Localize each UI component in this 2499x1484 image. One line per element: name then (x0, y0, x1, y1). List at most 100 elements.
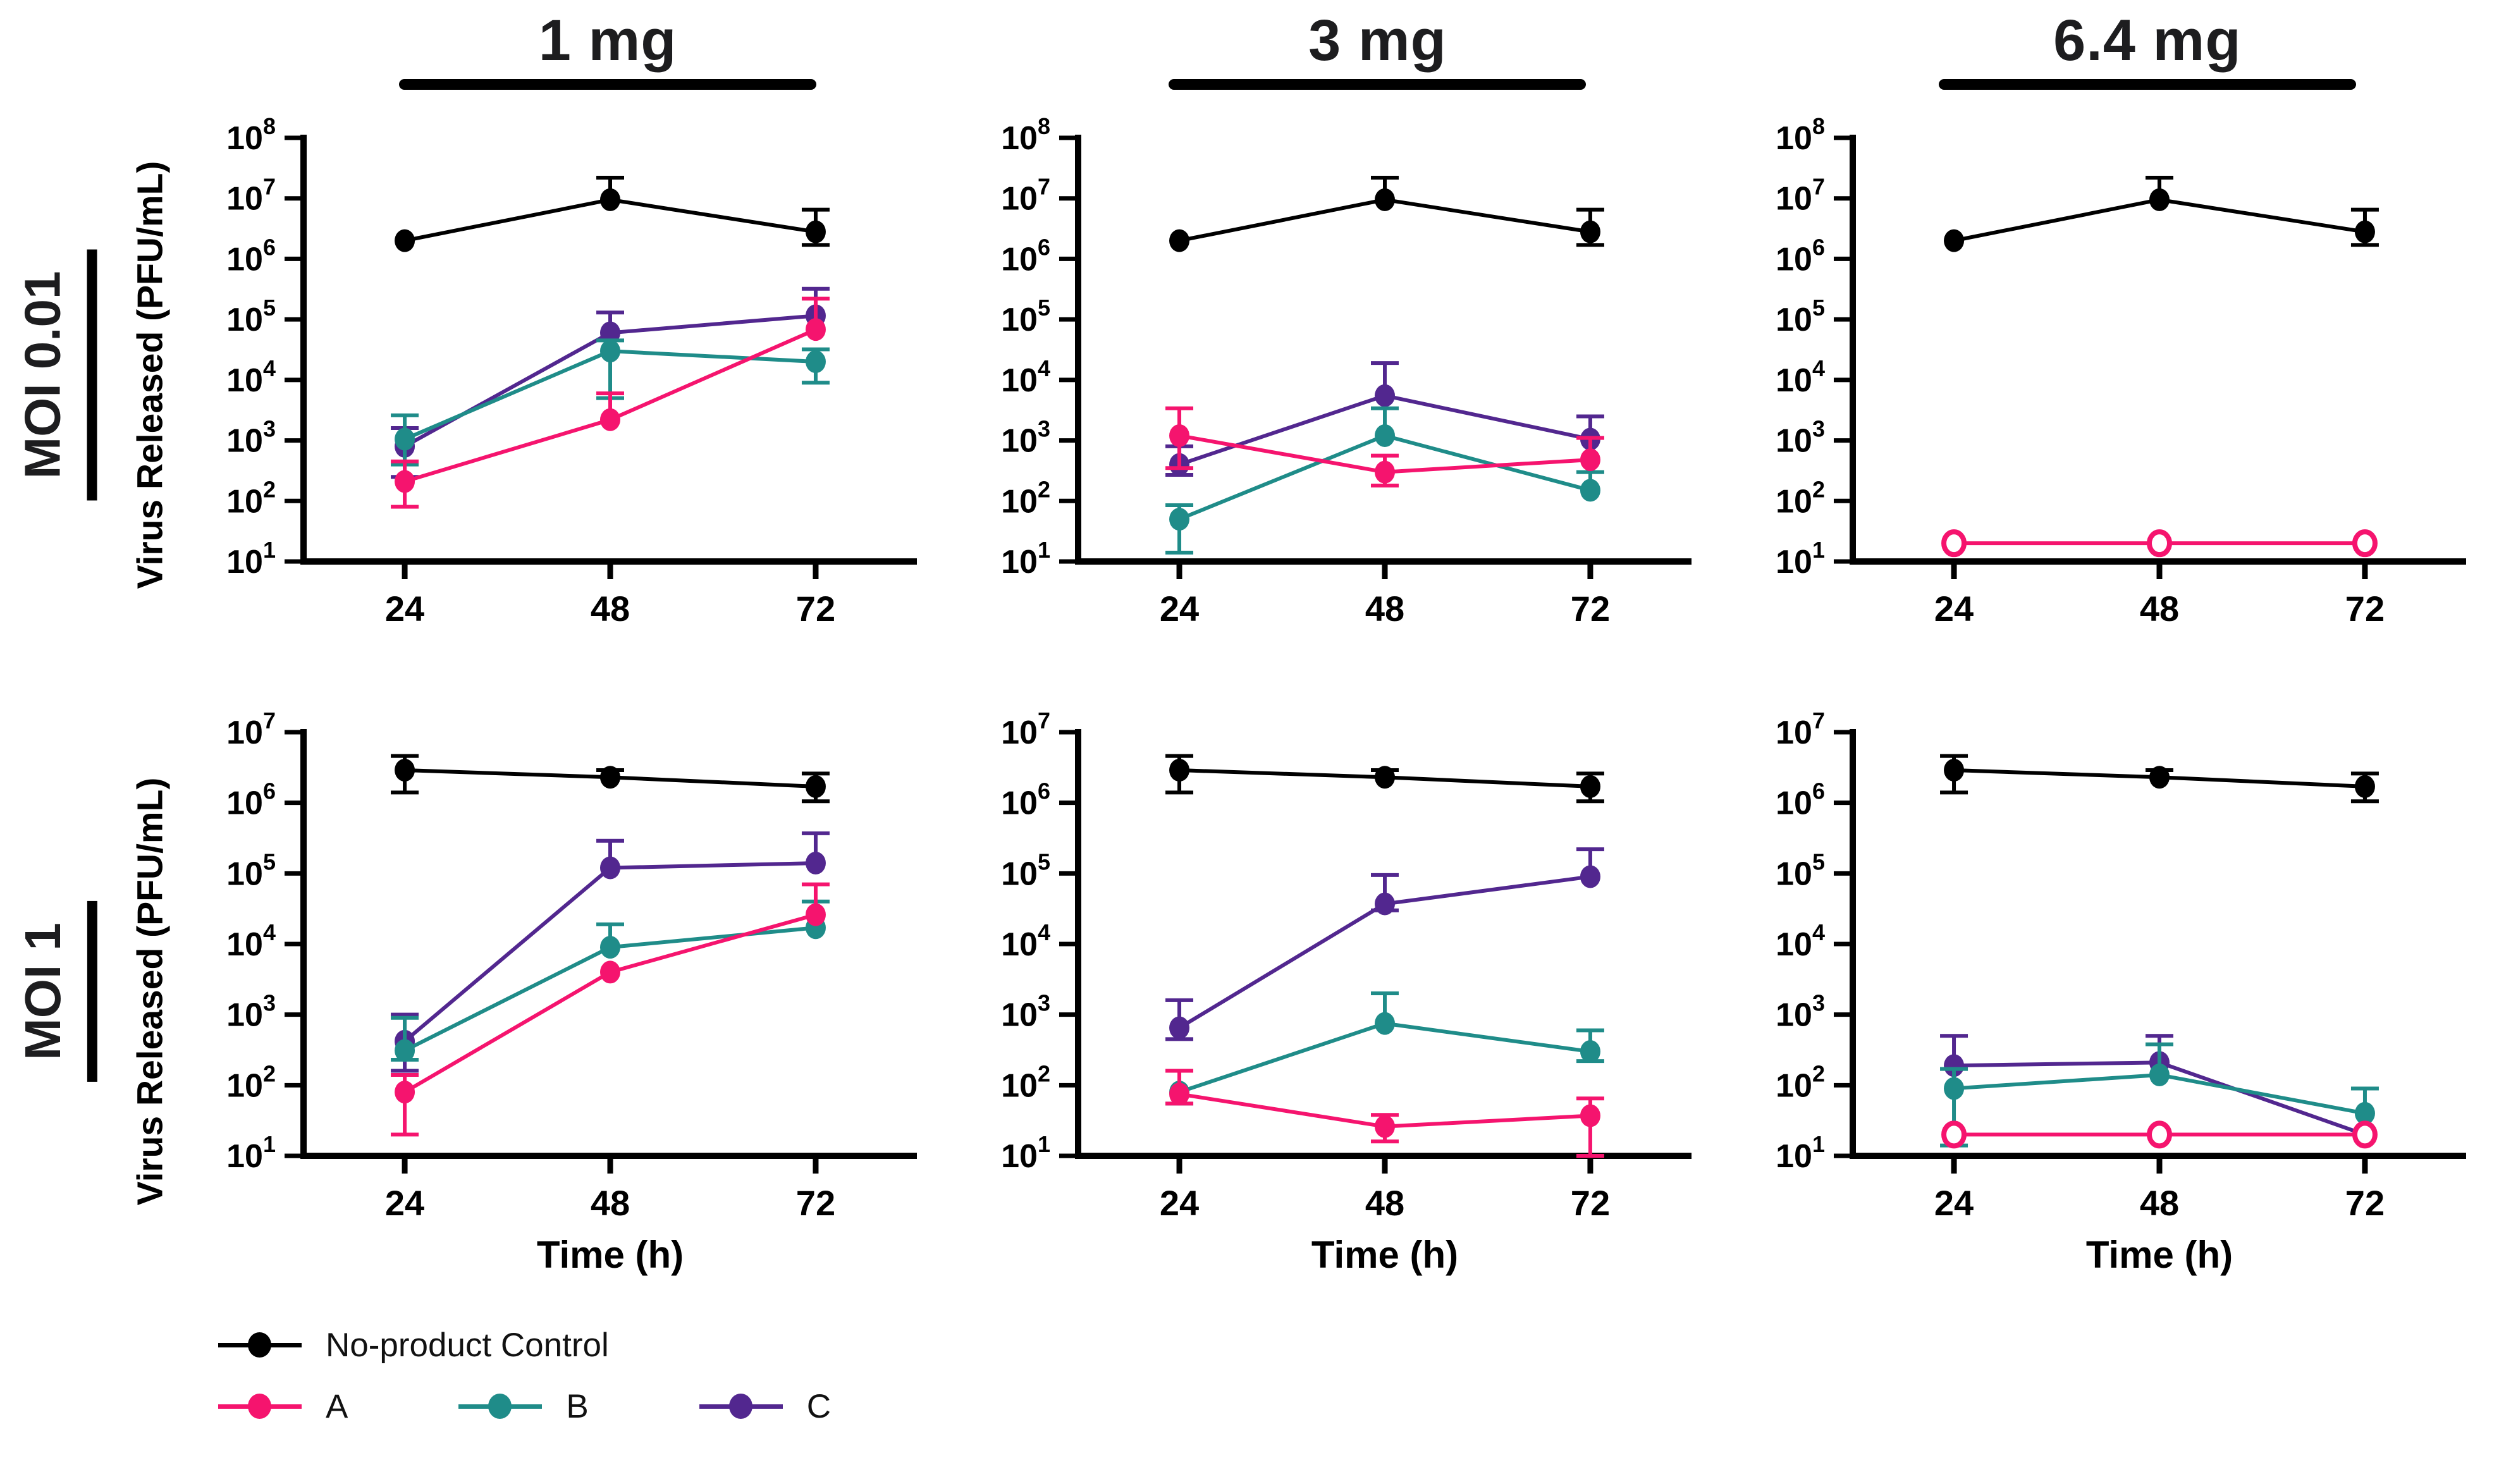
svg-text:106: 106 (1776, 778, 1825, 821)
panel-moi-1-1mg: 101 102 103 104 105 106 107 24 48 72 Time (h) (190, 707, 936, 1277)
svg-text:106: 106 (226, 778, 276, 821)
legend-item-a: A (218, 1387, 348, 1426)
svg-text:105: 105 (1776, 849, 1825, 892)
svg-text:105: 105 (226, 849, 276, 892)
column-title-3mg-inner: 3 mg (1169, 10, 1587, 90)
svg-text:72: 72 (2345, 1183, 2385, 1223)
svg-text:104: 104 (1776, 919, 1825, 963)
ylabel-cell: Virus Released (PFU/mL) (111, 707, 190, 1277)
series-No-product Control (1165, 754, 1604, 803)
chart-moi-0-01-6-4mg: 101 102 103 104 105 106 107 108 24 48 72 (1776, 113, 2466, 629)
svg-text:105: 105 (1776, 295, 1825, 338)
svg-text:102: 102 (1776, 1060, 1825, 1104)
svg-text:24: 24 (1934, 589, 1974, 629)
legend-label: No-product Control (326, 1326, 609, 1364)
axes: 101 102 103 104 105 106 107 24 48 72 (1776, 708, 2466, 1223)
column-title-1mg: 1 mg (190, 10, 931, 90)
marker-dot (248, 1332, 271, 1358)
series-B (1165, 406, 1604, 555)
svg-text:24: 24 (1160, 1183, 1199, 1223)
svg-text:104: 104 (1776, 355, 1825, 398)
svg-text:101: 101 (1776, 537, 1825, 580)
svg-text:106: 106 (1001, 234, 1050, 278)
svg-text:101: 101 (226, 537, 276, 580)
svg-text:104: 104 (226, 919, 276, 963)
column-title-label: 6.4 mg (2053, 8, 2242, 73)
legend-item-b: B (458, 1387, 589, 1426)
svg-text:108: 108 (226, 113, 276, 157)
svg-text:102: 102 (1776, 476, 1825, 520)
title-underline-bar (1169, 78, 1587, 90)
plot-row-moi-0-01: MOI 0.01 Virus Released (PFU/mL) 101 102 1… (0, 113, 2499, 637)
svg-text:48: 48 (591, 589, 630, 629)
axes: 101 102 103 104 105 106 107 24 48 72 (226, 708, 917, 1223)
svg-text:107: 107 (1776, 173, 1825, 217)
axes: 101 102 103 104 105 106 107 108 24 48 72 (226, 113, 917, 629)
svg-text:72: 72 (1571, 589, 1610, 629)
svg-text:48: 48 (2140, 589, 2179, 629)
column-title-label: 1 mg (538, 8, 677, 73)
series-No-product Control (391, 754, 830, 803)
svg-text:103: 103 (1776, 415, 1825, 459)
chart-moi-1-3mg: 101 102 103 104 105 106 107 24 48 72 (1001, 708, 1692, 1223)
panel-moi-1-3mg: 101 102 103 104 105 106 107 24 48 72 Time (h) (964, 707, 1710, 1277)
series-A (391, 882, 830, 1136)
series-B (1940, 1042, 2379, 1148)
svg-text:102: 102 (1001, 1060, 1050, 1104)
series-A (1941, 529, 2378, 557)
series-C (1165, 847, 1604, 1041)
svg-text:107: 107 (1776, 708, 1825, 751)
chart-moi-0-01-1mg: 101 102 103 104 105 106 107 108 24 48 72 (226, 113, 917, 629)
axes: 101 102 103 104 105 106 107 108 24 48 72 (1001, 113, 1692, 629)
svg-text:24: 24 (385, 1183, 424, 1223)
series-A (1941, 1120, 2378, 1148)
svg-text:107: 107 (226, 173, 276, 217)
marker-dot (728, 1394, 752, 1420)
title-underline-bar (1938, 78, 2356, 90)
column-title-1mg-inner: 1 mg (399, 8, 817, 90)
svg-text:104: 104 (226, 355, 276, 398)
column-title-6-4mg-inner: 6.4 mg (1938, 8, 2356, 90)
y-axis-label: Virus Released (PFU/mL) (130, 161, 171, 589)
series-A (1165, 406, 1604, 488)
series-B (391, 338, 830, 467)
row-label-cell: MOI 1 (0, 707, 111, 1277)
svg-text:72: 72 (1571, 1183, 1610, 1223)
svg-text:101: 101 (1001, 537, 1050, 580)
svg-text:48: 48 (1365, 589, 1404, 629)
panel-moi-0-01-1mg: 101 102 103 104 105 106 107 108 24 48 72 (190, 113, 936, 637)
panel-moi-0-01-3mg: 101 102 103 104 105 106 107 108 24 48 72 (964, 113, 1710, 637)
legend-row-control: No-product Control (218, 1326, 2499, 1364)
column-title-3mg: 3 mg (959, 10, 1700, 90)
series-No-product Control (1169, 175, 1604, 252)
row-label-moi-1: MOI 1 (13, 901, 97, 1082)
svg-text:101: 101 (226, 1131, 276, 1175)
svg-text:102: 102 (226, 476, 276, 520)
chart-moi-0-01-3mg: 101 102 103 104 105 106 107 108 24 48 72 (1001, 113, 1692, 629)
svg-text:102: 102 (226, 1060, 276, 1104)
svg-text:104: 104 (1001, 919, 1050, 963)
series-B (1165, 991, 1604, 1105)
x-axis-label: Time (h) (2085, 1233, 2233, 1276)
svg-text:24: 24 (385, 589, 424, 629)
legend-label: C (806, 1387, 831, 1425)
svg-text:106: 106 (1001, 778, 1050, 821)
svg-text:72: 72 (2345, 589, 2385, 629)
series-c-marker-icon (699, 1393, 783, 1420)
series-a-marker-icon (218, 1393, 302, 1420)
svg-text:48: 48 (1365, 1183, 1404, 1223)
svg-text:101: 101 (1776, 1131, 1825, 1175)
svg-text:24: 24 (1934, 1183, 1974, 1223)
chart-moi-1-1mg: 101 102 103 104 105 106 107 24 48 72 (226, 708, 917, 1223)
svg-text:103: 103 (226, 990, 276, 1033)
svg-text:107: 107 (1001, 173, 1050, 217)
title-underline-bar (399, 78, 817, 90)
svg-text:107: 107 (1001, 708, 1050, 751)
svg-text:107: 107 (226, 708, 276, 751)
svg-text:106: 106 (226, 234, 276, 278)
svg-text:103: 103 (1001, 990, 1050, 1033)
axes: 101 102 103 104 105 106 107 24 48 72 (1001, 708, 1692, 1223)
marker-dot (488, 1394, 512, 1420)
svg-text:105: 105 (1001, 849, 1050, 892)
